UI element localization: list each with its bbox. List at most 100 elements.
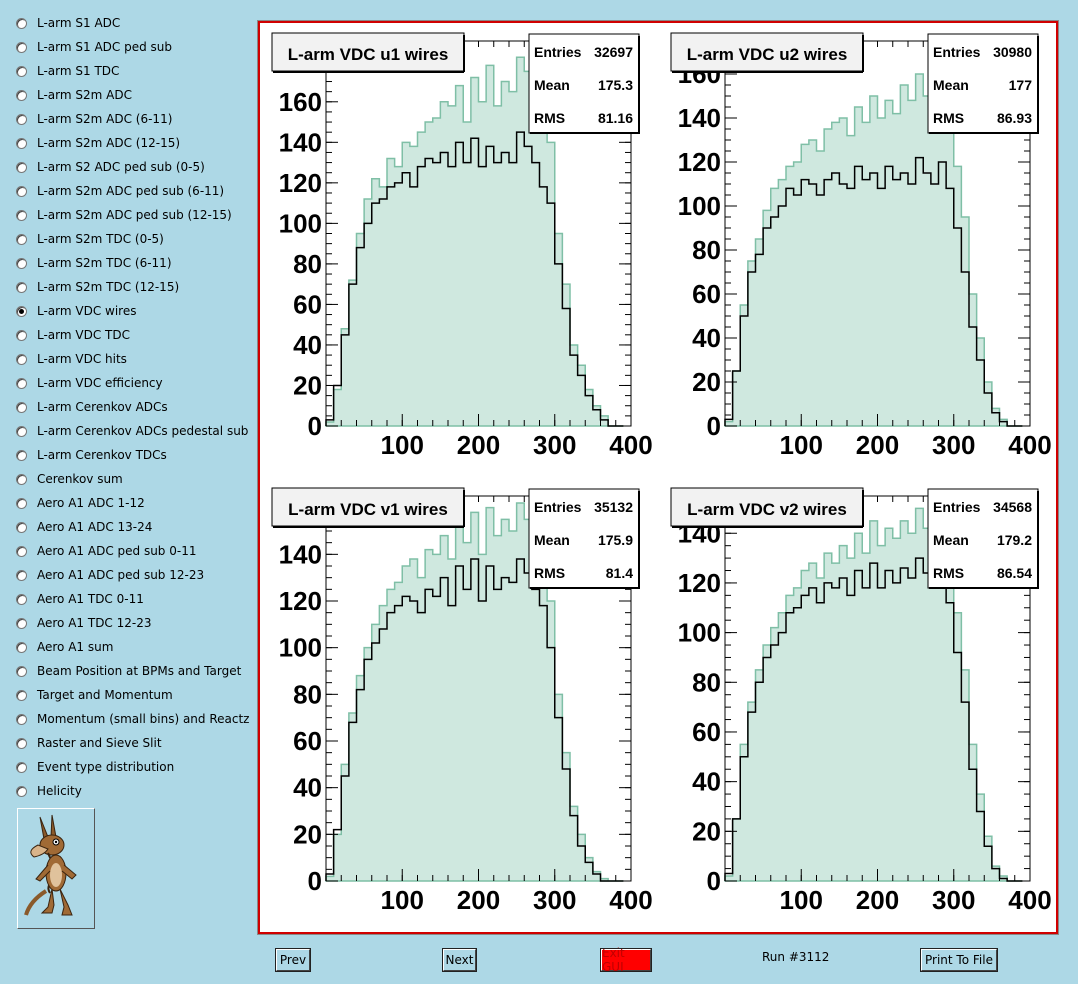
radio-button[interactable] [16,137,27,149]
sidebar-option-label: L-arm VDC TDC [37,328,130,342]
sidebar-option-24[interactable]: Aero A1 TDC 0-11 [16,589,144,609]
sidebar-option-label: Aero A1 ADC 1-12 [37,496,145,510]
radio-button[interactable] [16,281,27,293]
radio-button[interactable] [16,41,27,53]
radio-button[interactable] [16,497,27,509]
y-tick-label: 0 [308,866,322,896]
radio-button[interactable] [16,305,27,317]
radio-button[interactable] [16,425,27,437]
sidebar-option-4[interactable]: L-arm S2m ADC (6-11) [16,109,172,129]
radio-button[interactable] [16,257,27,269]
sidebar-option-13[interactable]: L-arm VDC TDC [16,325,130,345]
sidebar-option-label: L-arm VDC wires [37,304,137,318]
sidebar-option-16[interactable]: L-arm Cerenkov ADCs [16,397,168,417]
radio-button[interactable] [16,761,27,773]
sidebar-option-11[interactable]: L-arm S2m TDC (12-15) [16,277,179,297]
radio-button[interactable] [16,689,27,701]
radio-button[interactable] [16,641,27,653]
sidebar-option-3[interactable]: L-arm S2m ADC [16,85,132,105]
sidebar-option-1[interactable]: L-arm S1 ADC ped sub [16,37,172,57]
stats-value: 34568 [993,499,1032,515]
sidebar-option-10[interactable]: L-arm S2m TDC (6-11) [16,253,172,273]
stats-label: RMS [933,565,964,581]
sidebar-option-25[interactable]: Aero A1 TDC 12-23 [16,613,152,633]
stats-label: Mean [534,532,570,548]
pad-u1-wires[interactable]: 100200300400020406080100120140160180L-ar… [268,31,653,471]
radio-button[interactable] [16,473,27,485]
radio-button[interactable] [16,545,27,557]
sidebar-option-9[interactable]: L-arm S2m TDC (0-5) [16,229,164,249]
sidebar-option-23[interactable]: Aero A1 ADC ped sub 12-23 [16,565,204,585]
sidebar-option-label: L-arm S2m TDC (0-5) [37,232,164,246]
sidebar-option-32[interactable]: Helicity [16,781,82,801]
sidebar-option-2[interactable]: L-arm S1 TDC [16,61,119,81]
pad-u2-wires[interactable]: 100 200 300 400 0 20 40 60 80 100 120 140 160 L-arm V… [667,31,1052,471]
sidebar-option-30[interactable]: Raster and Sieve Slit [16,733,162,753]
radio-button[interactable] [16,161,27,173]
stats-label: RMS [933,110,964,126]
sidebar-option-21[interactable]: Aero A1 ADC 13-24 [16,517,152,537]
radio-button[interactable] [16,737,27,749]
sidebar-option-label: L-arm S1 ADC [37,16,121,30]
radio-button[interactable] [16,521,27,533]
sidebar-option-17[interactable]: L-arm Cerenkov ADCs pedestal sub [16,421,248,441]
radio-button[interactable] [16,713,27,725]
radio-button[interactable] [16,401,27,413]
radio-button[interactable] [16,17,27,29]
radio-button[interactable] [16,65,27,77]
sidebar-option-6[interactable]: L-arm S2 ADC ped sub (0-5) [16,157,205,177]
sidebar-option-label: L-arm Cerenkov ADCs pedestal sub [37,424,249,438]
prev-button[interactable]: Prev [275,948,311,972]
sidebar-option-28[interactable]: Target and Momentum [16,685,173,705]
radio-button[interactable] [16,113,27,125]
radio-button[interactable] [16,569,27,581]
stats-value: 177 [1009,77,1033,93]
sidebar-option-19[interactable]: Cerenkov sum [16,469,123,489]
radio-button[interactable] [16,353,27,365]
sidebar-option-12[interactable]: L-arm VDC wires [16,301,136,321]
radio-button[interactable] [16,449,27,461]
stats-value: 86.54 [997,565,1032,581]
stats-value: 175.3 [598,77,633,93]
sidebar-option-20[interactable]: Aero A1 ADC 1-12 [16,493,145,513]
sidebar-option-26[interactable]: Aero A1 sum [16,637,113,657]
radio-button[interactable] [16,233,27,245]
sidebar-option-7[interactable]: L-arm S2m ADC ped sub (6-11) [16,181,224,201]
title-box [271,487,465,527]
y-tick-label: 20 [293,370,322,400]
sidebar-option-14[interactable]: L-arm VDC hits [16,349,127,369]
radio-button[interactable] [16,617,27,629]
radio-button[interactable] [16,665,27,677]
radio-button[interactable] [16,785,27,797]
sidebar-option-18[interactable]: L-arm Cerenkov TDCs [16,445,167,465]
sidebar-option-27[interactable]: Beam Position at BPMs and Target [16,661,241,681]
exit-gui-button[interactable]: Exit GUI [600,946,652,974]
y-tick-label: 0 [707,411,721,441]
radio-button[interactable] [16,185,27,197]
sidebar-option-label: Beam Position at BPMs and Target [37,664,242,678]
radio-button[interactable] [16,377,27,389]
radio-button[interactable] [16,89,27,101]
print-to-file-button[interactable]: Print To File [920,948,998,972]
sidebar-option-15[interactable]: L-arm VDC efficiency [16,373,163,393]
radio-button[interactable] [16,329,27,341]
x-tick-label: 300 [533,885,576,915]
x-tick-label: 400 [1008,430,1051,460]
y-tick-label: 60 [293,726,322,756]
sidebar-option-label: L-arm S1 ADC ped sub [37,40,172,54]
sidebar-option-8[interactable]: L-arm S2m ADC ped sub (12-15) [16,205,232,225]
radio-button[interactable] [16,209,27,221]
y-tick-label: 80 [692,667,721,697]
sidebar-option-5[interactable]: L-arm S2m ADC (12-15) [16,133,180,153]
pad-v2-wires[interactable]: 100 200 300 400 0 20 40 60 80 100 120 140 L-arm VDC … [667,486,1052,926]
stats-value: 81.4 [606,565,633,581]
sidebar-option-label: L-arm VDC efficiency [37,376,163,390]
next-button[interactable]: Next [442,948,477,972]
sidebar-option-0[interactable]: L-arm S1 ADC [16,13,120,33]
sidebar-option-22[interactable]: Aero A1 ADC ped sub 0-11 [16,541,196,561]
radio-button[interactable] [16,593,27,605]
sidebar-option-31[interactable]: Event type distribution [16,757,174,777]
sidebar-option-29[interactable]: Momentum (small bins) and Reactz [16,709,249,729]
